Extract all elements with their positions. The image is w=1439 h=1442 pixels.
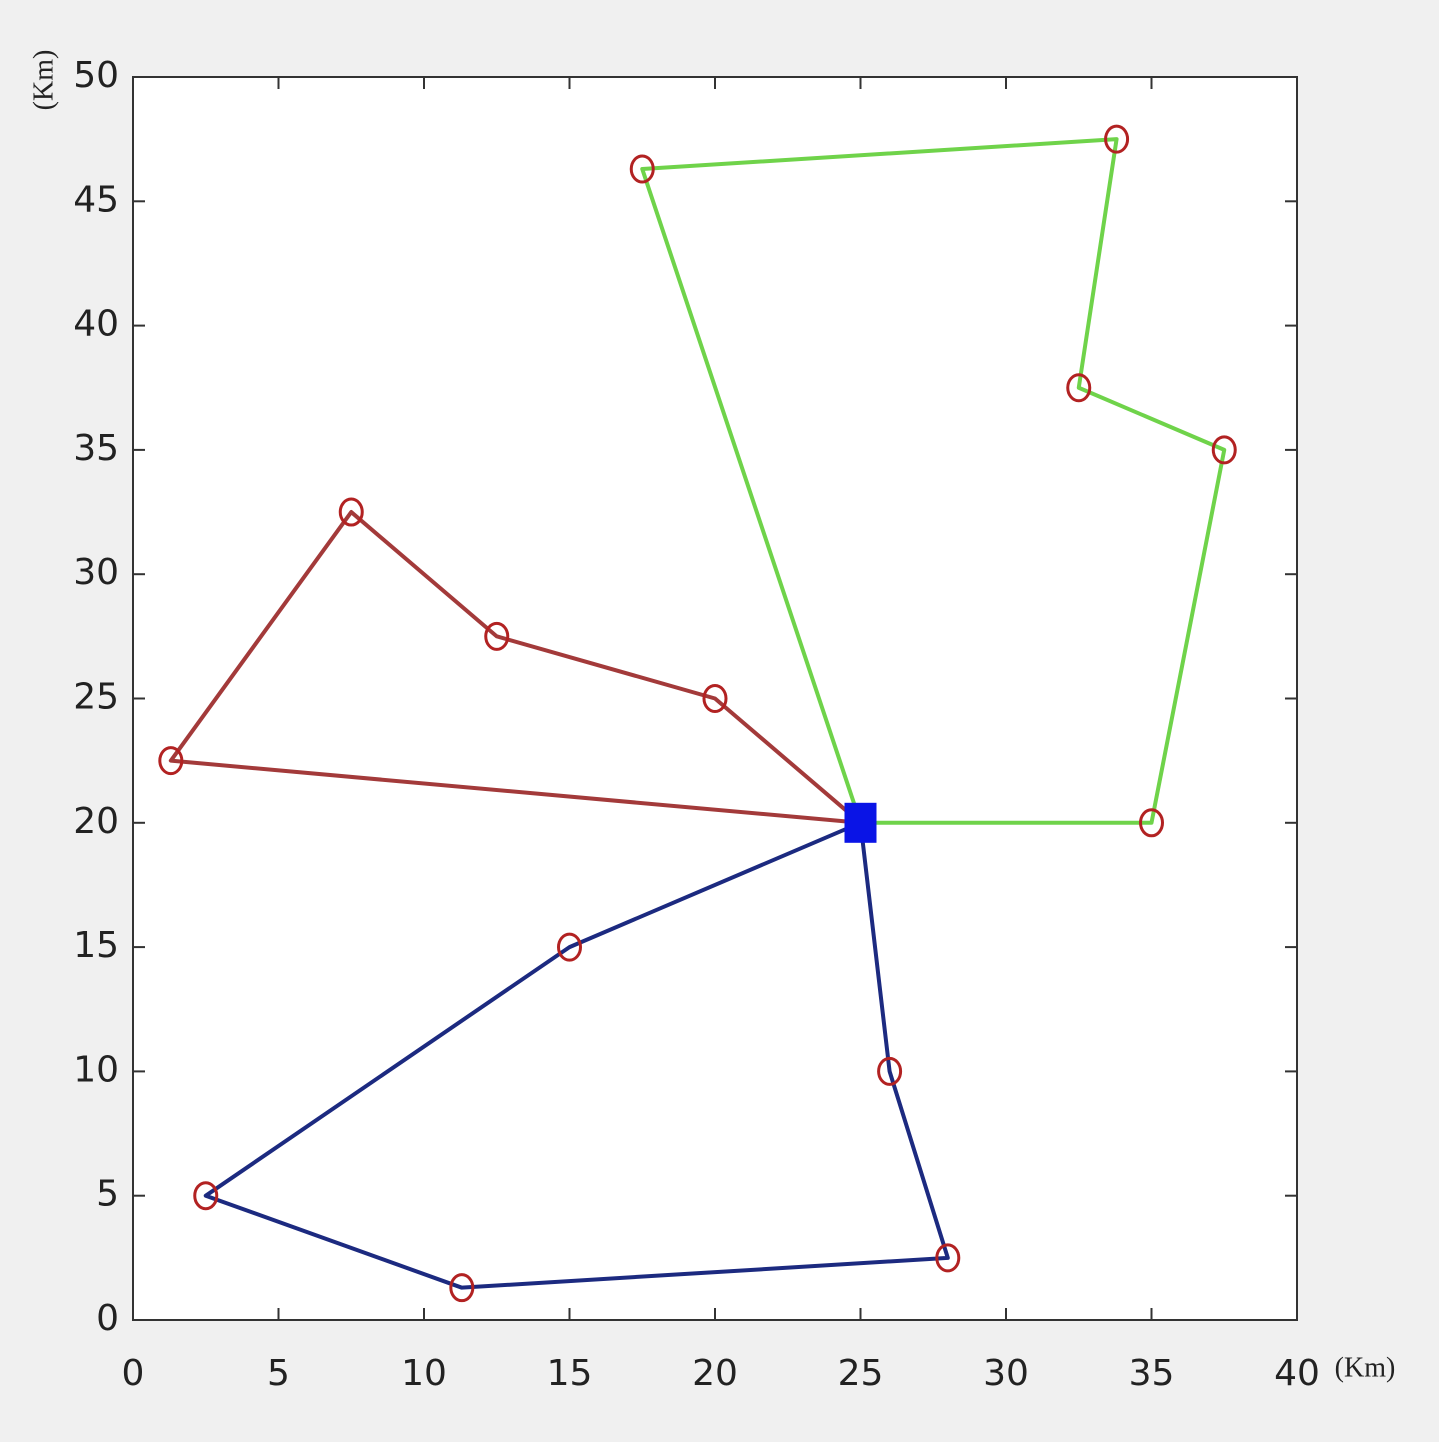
y-tick-label: 5 bbox=[96, 1174, 119, 1215]
y-tick-label: 0 bbox=[96, 1298, 119, 1339]
node-marker bbox=[1211, 435, 1237, 465]
x-tick-label: 30 bbox=[983, 1353, 1029, 1394]
x-tick-label: 10 bbox=[401, 1353, 447, 1394]
y-tick-label: 15 bbox=[73, 925, 119, 966]
y-axis-label: (Km) bbox=[28, 50, 59, 111]
depot-marker bbox=[844, 802, 877, 843]
route-line bbox=[203, 820, 950, 1290]
x-tick-label: 25 bbox=[838, 1353, 884, 1394]
node-marker bbox=[1104, 124, 1130, 154]
node-marker bbox=[557, 932, 582, 962]
x-tick-label: 20 bbox=[692, 1353, 738, 1394]
y-tick-label: 50 bbox=[73, 55, 119, 96]
x-tick-label: 15 bbox=[547, 1353, 593, 1394]
node-marker bbox=[1066, 373, 1092, 403]
node-marker bbox=[158, 746, 184, 776]
y-tick-label: 40 bbox=[73, 304, 119, 345]
y-tick-label: 20 bbox=[73, 801, 119, 842]
node-marker bbox=[629, 154, 655, 184]
node-marker bbox=[338, 497, 364, 527]
x-tick-label: 40 bbox=[1274, 1353, 1320, 1394]
node-marker bbox=[484, 621, 510, 651]
y-tick-label: 10 bbox=[73, 1049, 119, 1090]
node-marker bbox=[1139, 808, 1164, 838]
x-tick-label: 5 bbox=[267, 1353, 290, 1394]
node-marker bbox=[935, 1243, 961, 1273]
y-tick-label: 35 bbox=[73, 428, 119, 469]
x-tick-label: 0 bbox=[122, 1353, 145, 1394]
node-marker bbox=[877, 1056, 903, 1086]
x-tick-label: 35 bbox=[1129, 1353, 1175, 1394]
node-marker bbox=[702, 684, 728, 713]
route-line bbox=[640, 137, 1227, 825]
y-tick-label: 30 bbox=[73, 552, 119, 593]
node-marker bbox=[193, 1181, 219, 1211]
route-line bbox=[168, 510, 862, 825]
y-tick-label: 25 bbox=[73, 677, 119, 718]
node-marker bbox=[449, 1273, 475, 1303]
y-tick-label: 45 bbox=[73, 179, 119, 220]
x-axis-label: (Km) bbox=[1335, 1352, 1396, 1383]
